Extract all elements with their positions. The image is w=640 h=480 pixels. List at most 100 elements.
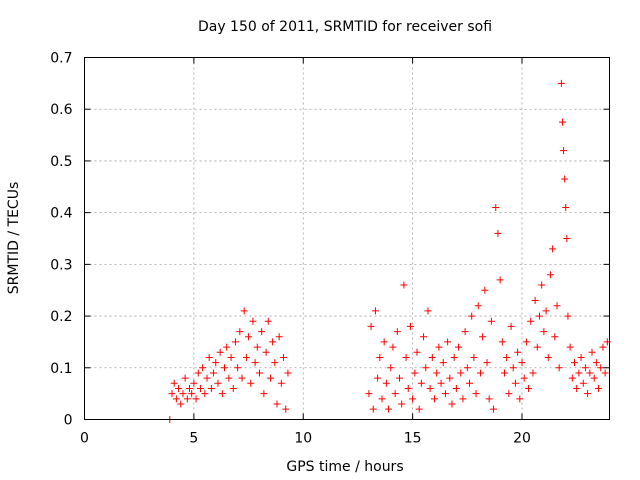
data-point [229,384,237,392]
data-point [258,328,266,336]
data-point [201,390,209,398]
data-point [522,338,530,346]
data-point [406,322,414,330]
data-point [422,364,430,372]
y-tick-label: 0.6 [50,102,72,118]
data-point [216,348,224,356]
data-point [476,369,484,377]
data-point [277,379,285,387]
data-point [234,364,242,372]
data-point [588,348,596,356]
data-point [172,395,180,403]
data-point [210,369,218,377]
data-point [571,359,578,367]
data-point [546,271,554,279]
data-point [260,390,268,398]
data-point [579,379,587,387]
data-point [391,390,399,398]
data-point [207,384,215,392]
data-point [380,338,388,346]
data-point [461,328,469,336]
data-point [490,405,498,413]
data-point [595,384,603,392]
data-point [271,359,279,367]
data-point [420,333,428,341]
data-point [448,400,456,408]
data-point [514,348,522,356]
data-point [199,364,207,372]
data-point [599,343,607,351]
data-point [441,390,449,398]
data-point [529,369,537,377]
y-tick-label: 0.1 [50,361,72,377]
y-tick-label: 0.7 [50,51,72,67]
data-point [479,333,487,341]
data-point [413,348,421,356]
data-point [494,229,502,237]
data-point [398,400,406,408]
x-tick-label: 5 [189,431,198,447]
data-point [446,374,454,382]
data-point [396,374,403,382]
data-point [393,328,401,336]
data-point [367,322,375,330]
data-point [450,353,458,361]
data-point [566,343,574,351]
data-point [212,359,220,367]
data-point [231,338,239,346]
data-point [262,348,270,356]
data-point [188,390,196,398]
data-point [518,359,526,367]
data-point [431,395,438,403]
data-point [223,343,231,351]
data-point [256,369,263,377]
data-point [251,359,259,367]
data-point [553,302,561,310]
x-tick-label: 15 [404,431,422,447]
data-point [590,374,598,382]
data-point [225,374,233,382]
data-point [481,286,489,294]
data-point [249,317,257,325]
data-point [437,379,445,387]
data-point [474,302,482,310]
data-point [544,353,552,361]
data-point [542,307,550,315]
data-point [538,281,546,289]
data-point [455,343,463,351]
data-point [177,400,185,408]
data-point [584,390,592,398]
data-point [183,395,191,403]
data-point [214,379,222,387]
data-point [505,390,513,398]
data-point [376,353,384,361]
data-point [280,353,288,361]
data-point [555,364,563,372]
data-point [509,364,517,372]
data-point [558,118,566,126]
data-point [549,245,557,253]
data-point [374,374,382,382]
data-point [245,333,253,341]
y-axis-label: SRMTID / TECUs [6,182,22,295]
data-point [560,147,568,155]
data-point [551,333,559,341]
data-point [444,338,452,346]
y-tick-label: 0.2 [50,309,72,325]
data-points [166,79,611,423]
x-tick-label: 20 [513,431,531,447]
data-point [417,379,425,387]
y-tick-label: 0 [64,413,73,429]
data-point [527,317,535,325]
data-point [424,307,432,315]
x-axis-label: GPS time / hours [286,459,403,475]
data-point [411,369,419,377]
data-point [382,379,390,387]
data-point [371,307,379,315]
data-point [426,384,434,392]
data-point [531,297,539,305]
data-point [168,390,176,398]
data-point [218,390,226,398]
data-point [470,353,478,361]
